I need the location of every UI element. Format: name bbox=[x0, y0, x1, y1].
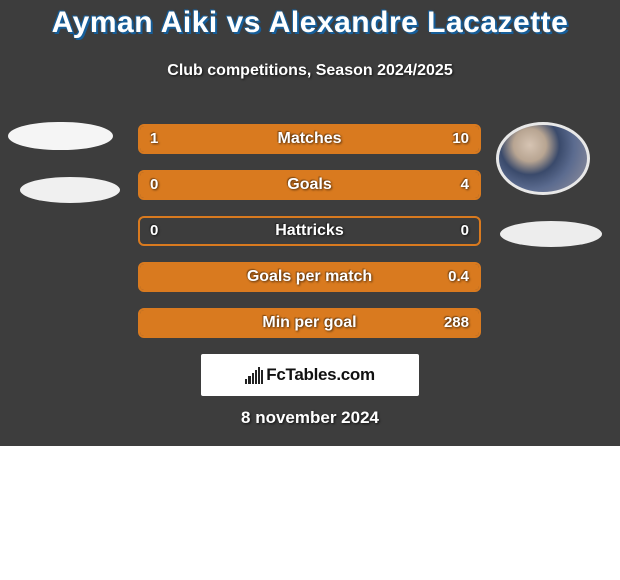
stat-rows: 1 Matches 10 0 Goals 4 0 Hattricks 0 Goa… bbox=[138, 124, 481, 354]
logo-text: FcTables.com bbox=[266, 365, 375, 385]
stat-label: Hattricks bbox=[275, 222, 343, 239]
stat-row-goals: 0 Goals 4 bbox=[138, 170, 481, 200]
stat-row-min-per-goal: Min per goal 288 bbox=[138, 308, 481, 338]
stat-label: Min per goal bbox=[262, 314, 356, 331]
stat-value-right: 0 bbox=[461, 218, 469, 244]
stat-value-left: 1 bbox=[150, 126, 158, 152]
lower-blank-area bbox=[0, 446, 620, 580]
stat-label: Goals per match bbox=[247, 268, 372, 285]
stat-row-hattricks: 0 Hattricks 0 bbox=[138, 216, 481, 246]
player2-avatar-photo bbox=[496, 122, 590, 195]
player1-avatar-placeholder-1 bbox=[8, 122, 113, 150]
logo-box: FcTables.com bbox=[201, 354, 419, 396]
subtitle: Club competitions, Season 2024/2025 bbox=[0, 62, 620, 80]
stat-row-goals-per-match: Goals per match 0.4 bbox=[138, 262, 481, 292]
logo-bars-icon bbox=[245, 366, 263, 384]
stat-value-left: 0 bbox=[150, 172, 158, 198]
stat-row-matches: 1 Matches 10 bbox=[138, 124, 481, 154]
stat-value-left: 0 bbox=[150, 218, 158, 244]
comparison-infographic: Ayman Aiki vs Alexandre Lacazette Club c… bbox=[0, 0, 620, 580]
stat-value-right: 10 bbox=[452, 126, 469, 152]
player2-avatar-placeholder bbox=[500, 221, 602, 247]
player1-avatar-placeholder-2 bbox=[20, 177, 120, 203]
stat-value-right: 4 bbox=[461, 172, 469, 198]
stat-label: Matches bbox=[277, 130, 341, 147]
player1-name: Ayman Aiki bbox=[52, 6, 218, 39]
stat-value-right: 0.4 bbox=[448, 264, 469, 290]
stat-value-right: 288 bbox=[444, 310, 469, 336]
date-text: 8 november 2024 bbox=[0, 408, 620, 428]
title-vs: vs bbox=[227, 6, 261, 39]
stat-label: Goals bbox=[287, 176, 331, 193]
player2-name: Alexandre Lacazette bbox=[269, 6, 569, 39]
title: Ayman Aiki vs Alexandre Lacazette bbox=[0, 6, 620, 40]
